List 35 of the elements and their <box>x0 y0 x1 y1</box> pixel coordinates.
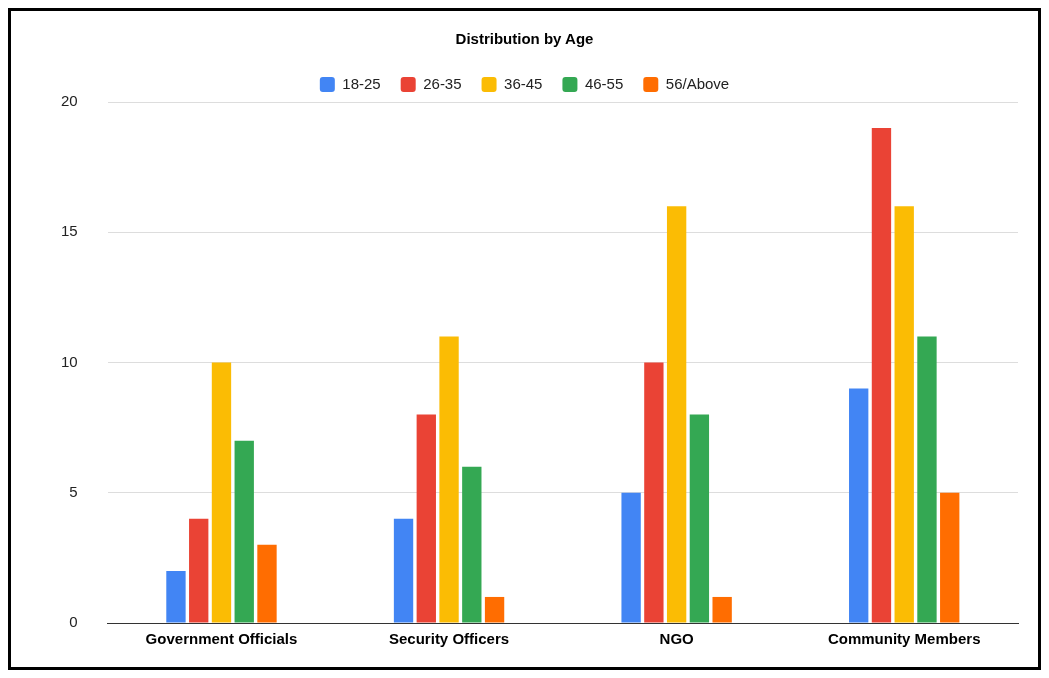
bar <box>644 362 664 623</box>
bar <box>849 388 869 623</box>
bar <box>666 206 687 623</box>
y-tick-label: 0 <box>69 613 78 631</box>
bar <box>712 596 732 623</box>
legend-label: 36-45 <box>504 74 543 92</box>
bar <box>484 596 505 623</box>
chart-title: Distribution by Age <box>455 30 594 48</box>
bar <box>189 518 209 623</box>
bar <box>689 414 710 623</box>
x-tick-label: Security Officers <box>389 630 510 648</box>
bar <box>439 336 459 623</box>
legend-label: 18-25 <box>342 74 381 92</box>
bar <box>894 206 914 623</box>
legend-label: 46-55 <box>584 74 624 92</box>
y-tick-label: 15 <box>61 222 78 240</box>
legend-label: 26-35 <box>423 74 462 92</box>
bar <box>393 518 414 623</box>
bar <box>940 492 960 623</box>
x-tick-label: Government Officials <box>145 630 298 648</box>
x-tick-label: Community Members <box>827 630 981 648</box>
y-tick-label: 10 <box>61 352 78 370</box>
bar <box>234 440 254 623</box>
bar <box>917 336 937 623</box>
bar <box>416 414 436 623</box>
legend-label: 56/Above <box>665 74 730 92</box>
bar <box>462 466 482 623</box>
bar <box>166 570 186 623</box>
bar <box>871 128 892 623</box>
bar <box>257 544 277 623</box>
x-tick-label: NGO <box>659 630 695 648</box>
bar <box>621 492 641 623</box>
bar <box>211 362 232 623</box>
y-tick-label: 5 <box>69 482 78 500</box>
y-tick-label: 20 <box>61 92 78 110</box>
